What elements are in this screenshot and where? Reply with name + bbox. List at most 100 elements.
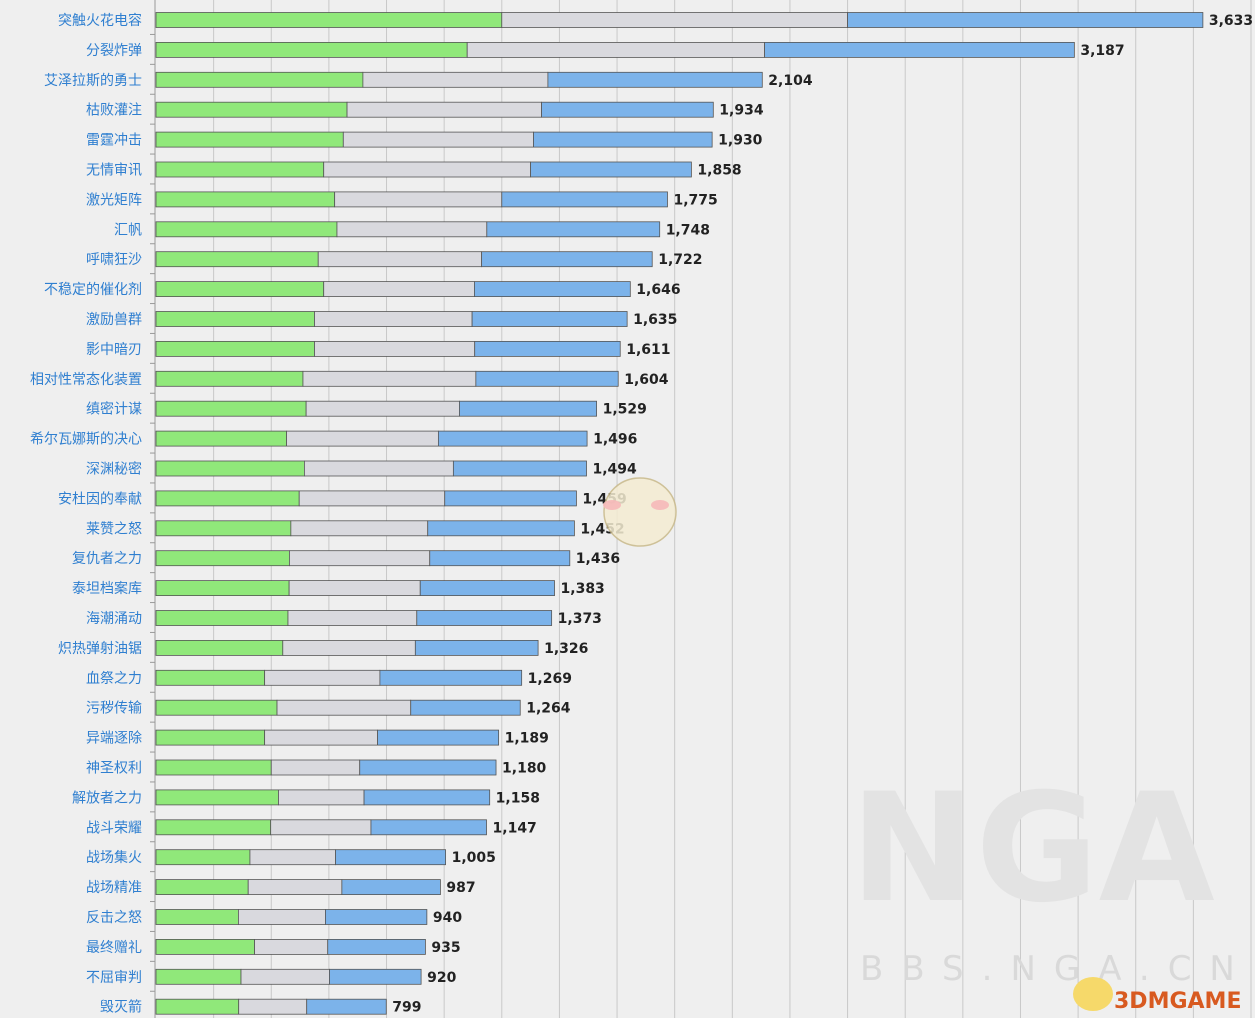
total-label: 1,383 (561, 581, 605, 597)
total-label: 1,264 (526, 701, 571, 717)
bar-segment-3 (329, 968, 422, 985)
bar-segment-1 (155, 699, 278, 716)
bar-segment-2 (289, 550, 431, 567)
total-label: 1,934 (719, 103, 764, 119)
bar-segment-3 (486, 221, 661, 238)
bar-segment-2 (238, 998, 308, 1015)
bar-segment-2 (314, 340, 476, 357)
category-label: 毁灭箭 (100, 999, 142, 1016)
bar-segment-1 (155, 12, 503, 28)
total-label: 1,147 (493, 820, 537, 836)
total-label: 1,326 (544, 641, 588, 657)
total-label: 1,494 (593, 462, 638, 478)
total-label: 1,748 (666, 222, 710, 238)
category-label: 污秽传输 (86, 701, 142, 717)
bar-segment-3 (475, 370, 619, 387)
bar-segment-3 (306, 998, 387, 1015)
category-label: 艾泽拉斯的勇士 (44, 73, 142, 89)
logo-mascot-icon (1073, 977, 1113, 1011)
bar-segment-1 (155, 430, 287, 447)
category-label: 呼啸狂沙 (86, 252, 142, 268)
category-label: 不稳定的催化剂 (44, 282, 142, 298)
bar-segment-2 (290, 520, 429, 537)
bar-segment-2 (317, 251, 483, 268)
bar-segment-3 (847, 12, 1204, 28)
bar-segment-3 (541, 101, 714, 118)
total-label: 940 (433, 910, 462, 926)
bar-segment-3 (327, 939, 426, 955)
bar-segment-3 (359, 759, 497, 776)
bar-segment-3 (341, 879, 441, 895)
total-label: 3,187 (1080, 43, 1124, 59)
bar-segment-2 (362, 71, 549, 88)
bar-segment-3 (335, 849, 446, 866)
bar-segment-3 (379, 669, 523, 686)
bar-segment-2 (282, 640, 416, 656)
category-label: 希尔瓦娜斯的决心 (30, 432, 142, 448)
bar-segment-3 (471, 311, 628, 327)
bar-segment-2 (288, 580, 421, 596)
total-label: 1,635 (633, 312, 677, 328)
total-label: 1,529 (603, 402, 647, 418)
bar-segment-1 (155, 251, 319, 268)
total-label: 920 (427, 970, 456, 986)
total-label: 1,373 (558, 611, 602, 627)
total-label: 1,646 (636, 282, 680, 298)
bar-segment-1 (155, 340, 315, 357)
total-label: 1,722 (658, 252, 702, 268)
bar-segment-3 (416, 610, 553, 626)
bar-segment-3 (474, 340, 621, 357)
bar-segment-2 (342, 131, 534, 148)
bar-segment-1 (155, 161, 325, 178)
bar-segment-2 (304, 460, 454, 477)
bar-segment-1 (155, 42, 468, 58)
bar-segment-1 (155, 520, 292, 537)
bar-segment-3 (530, 161, 692, 178)
bar-segment-3 (363, 789, 491, 806)
total-label: 1,604 (624, 372, 669, 388)
total-label: 1,158 (496, 790, 540, 806)
bar-segment-3 (427, 520, 575, 537)
category-label: 神圣权利 (86, 761, 142, 777)
bar-segment-2 (336, 221, 488, 238)
bar-segment-2 (249, 849, 336, 866)
bar-segment-1 (155, 909, 239, 925)
logo: 3DMGAME (1073, 977, 1241, 1014)
category-label: 深渊秘密 (86, 461, 142, 478)
bar-segment-3 (547, 71, 763, 88)
bar-segment-1 (155, 729, 266, 746)
category-label: 血祭之力 (86, 671, 142, 687)
category-label: 安杜因的奉献 (58, 491, 142, 507)
bar-segment-2 (240, 968, 330, 985)
total-label: 1,269 (528, 671, 572, 687)
bar-segment-1 (155, 879, 249, 895)
bar-segment-3 (501, 191, 668, 208)
bar-segment-3 (459, 400, 597, 417)
category-label: 海潮涌动 (86, 611, 142, 627)
total-label: 935 (431, 940, 460, 956)
category-label: 相对性常态化装置 (30, 372, 142, 388)
watermark-brand: NGA (850, 762, 1215, 936)
total-label: 1,180 (502, 761, 547, 777)
category-label: 异端逐除 (86, 731, 142, 747)
bar-segment-2 (501, 12, 848, 28)
total-label: 799 (392, 1000, 421, 1016)
bar-segment-1 (155, 939, 255, 955)
bar-segment-3 (764, 42, 1075, 58)
watermark: NGA BBS.NGA.CN (850, 762, 1235, 989)
bar-segment-2 (298, 490, 446, 507)
category-label: 复仇者之力 (72, 550, 142, 567)
bar-segment-1 (155, 550, 290, 567)
bar-segment-2 (247, 879, 343, 895)
total-label: 1,930 (718, 133, 763, 149)
total-label: 1,005 (452, 850, 496, 866)
bar-segment-3 (533, 131, 713, 148)
bar-segment-2 (264, 729, 378, 746)
bar-segment-2 (270, 759, 361, 776)
bar-segment-2 (254, 939, 329, 955)
bar-segment-3 (444, 490, 577, 507)
bar-segment-1 (155, 610, 289, 626)
category-label: 激光矩阵 (86, 191, 142, 208)
bar-segment-3 (474, 281, 631, 298)
